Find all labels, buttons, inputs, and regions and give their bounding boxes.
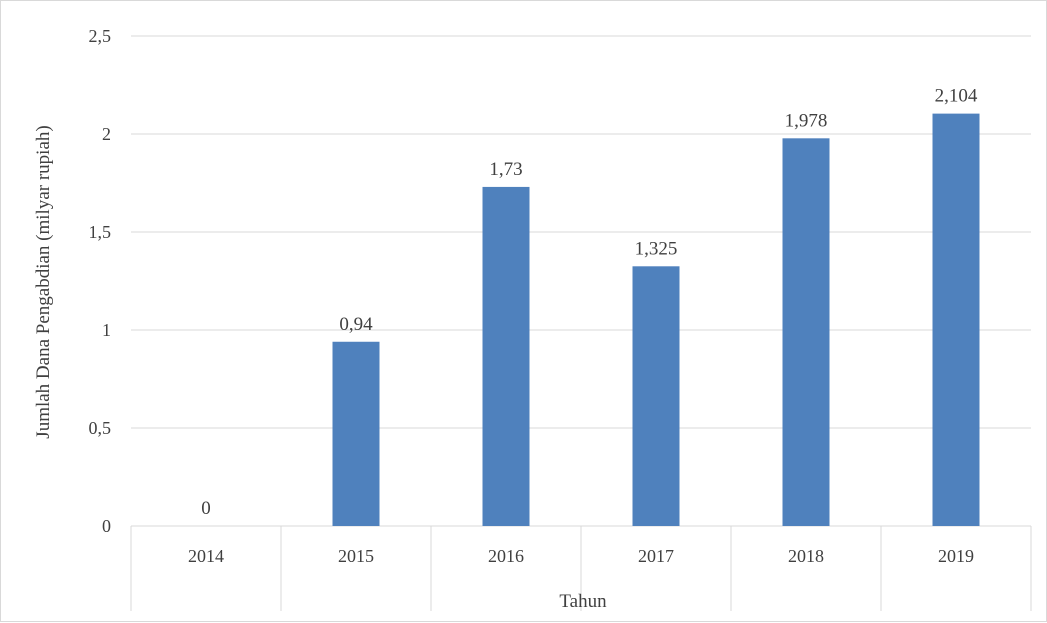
data-label: 1,978 — [785, 110, 828, 131]
bar-2018 — [782, 138, 830, 526]
gridlines — [130, 35, 1032, 611]
y-tick-label: 2 — [102, 124, 111, 144]
y-tick-label: 0,5 — [89, 418, 112, 438]
bar-2017 — [632, 266, 680, 526]
y-axis-ticks: 0 0,5 1 1,5 2 2,5 — [89, 26, 112, 536]
x-tick-label: 2015 — [338, 546, 374, 566]
bar-2015 — [332, 341, 380, 526]
y-tick-label: 1,5 — [89, 222, 112, 242]
bar-2016 — [482, 186, 530, 527]
x-tick-label: 2016 — [488, 546, 524, 566]
data-label: 1,73 — [489, 159, 522, 180]
x-tick-label: 2014 — [188, 546, 224, 566]
data-label: 2,104 — [935, 86, 978, 107]
y-tick-label: 0 — [102, 516, 111, 536]
data-label: 0 — [201, 498, 211, 519]
x-tick-label: 2018 — [788, 546, 824, 566]
bars — [332, 113, 980, 527]
bar-2019 — [932, 113, 980, 526]
data-label: 1,325 — [635, 238, 678, 259]
y-axis-title: Jumlah Dana Pengabdian (milyar rupiah) — [33, 125, 54, 438]
x-tick-label: 2017 — [638, 546, 674, 566]
y-tick-label: 1 — [102, 320, 111, 340]
data-labels: 0 0,94 1,73 1,325 1,978 2,104 — [201, 86, 978, 519]
x-axis-title: Tahun — [559, 591, 607, 612]
data-label: 0,94 — [339, 314, 373, 335]
x-axis-ticks: 2014 2015 2016 2017 2018 2019 — [188, 546, 974, 566]
x-tick-label: 2019 — [938, 546, 974, 566]
y-tick-label: 2,5 — [89, 26, 112, 46]
